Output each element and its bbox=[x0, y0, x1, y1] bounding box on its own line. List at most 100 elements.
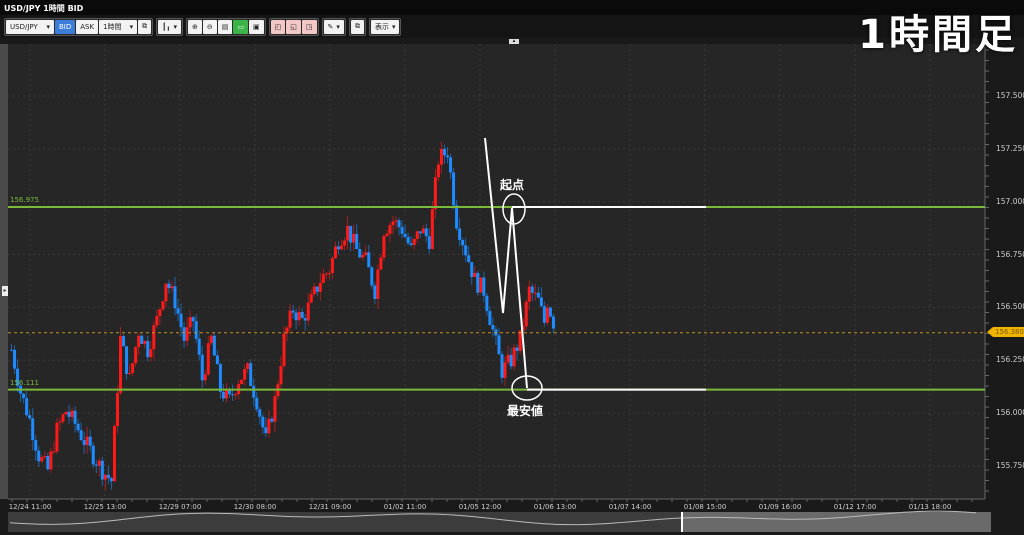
symbol-group: USD/JPY ▾ BID ASK 1時間 ▾ ⧉ bbox=[4, 17, 154, 36]
candle-body bbox=[152, 325, 156, 350]
y-tick-label: 156.000 bbox=[996, 408, 1024, 418]
candle-body bbox=[194, 321, 198, 339]
level-label-upper: 156.975 bbox=[10, 196, 39, 204]
candle-body bbox=[491, 325, 495, 330]
candle-body bbox=[337, 246, 340, 250]
y-tick-label: 157.250 bbox=[996, 143, 1024, 153]
candle-body bbox=[215, 355, 219, 365]
candle-body bbox=[191, 317, 195, 322]
delete-drawing-icon[interactable]: ◳ bbox=[301, 19, 317, 34]
chevron-down-icon: ▾ bbox=[391, 22, 396, 31]
new-window-icon[interactable]: ⧉ bbox=[350, 19, 364, 34]
x-tick-label: 01/09 16:00 bbox=[758, 503, 802, 511]
candle-body bbox=[212, 335, 216, 356]
candle-body bbox=[209, 335, 213, 344]
candle-body bbox=[182, 327, 186, 341]
candle-body bbox=[34, 439, 38, 451]
candle-body bbox=[485, 295, 489, 312]
link-icon[interactable]: ⧉ bbox=[138, 19, 152, 34]
candle-body bbox=[361, 254, 365, 258]
chevron-down-icon: ▾ bbox=[173, 22, 178, 31]
candle-body bbox=[170, 286, 174, 289]
candle-body bbox=[509, 354, 513, 367]
candle-body bbox=[103, 474, 107, 480]
symbol-select[interactable]: USD/JPY ▾ bbox=[6, 19, 54, 34]
candle-body bbox=[327, 272, 331, 274]
candle-body bbox=[412, 238, 416, 245]
candle-body bbox=[267, 418, 271, 434]
candle-body bbox=[330, 258, 334, 273]
candle-body bbox=[106, 474, 110, 479]
zoom-group: ⊕ ⊖ ▤ ▭ ▣ bbox=[186, 17, 266, 36]
candle-body bbox=[112, 425, 116, 482]
candle-body bbox=[497, 335, 501, 355]
candle-body bbox=[246, 363, 250, 370]
price-chart[interactable] bbox=[0, 38, 1024, 535]
candle-body bbox=[391, 221, 395, 226]
display-menu-button[interactable]: 表示 ▾ bbox=[370, 19, 400, 34]
x-tick-label: 12/24 11:00 bbox=[8, 503, 52, 511]
timeframe-select[interactable]: 1時間 ▾ bbox=[99, 19, 138, 34]
candle-body bbox=[340, 245, 344, 250]
y-tick-label: 157.000 bbox=[996, 196, 1024, 206]
zoom-in-icon[interactable]: ⊕ bbox=[188, 19, 202, 34]
candle-body bbox=[506, 354, 510, 363]
candle-body bbox=[167, 283, 171, 289]
candle-body bbox=[228, 389, 231, 395]
add-drawing-icon[interactable]: ◰ bbox=[270, 19, 286, 34]
level-label-lower: 156.111 bbox=[10, 379, 39, 387]
drawing-group: ◰ ◱ ◳ bbox=[268, 17, 319, 36]
x-tick-label: 01/07 14:00 bbox=[608, 503, 652, 511]
candle-body bbox=[312, 286, 316, 295]
candle-body bbox=[13, 349, 17, 369]
candle-body bbox=[515, 347, 519, 351]
window-title: USD/JPY 1時間 BID bbox=[0, 0, 1024, 15]
pen-tool-button[interactable]: ✎ ▾ bbox=[323, 19, 344, 34]
candle-body bbox=[115, 392, 119, 426]
candle-body bbox=[218, 364, 222, 392]
candle-body bbox=[82, 439, 86, 445]
fit-icon[interactable]: ▭ bbox=[233, 19, 249, 34]
layout-icon[interactable]: ▤ bbox=[217, 19, 233, 34]
ask-button[interactable]: ASK bbox=[76, 19, 99, 34]
candle-body bbox=[542, 306, 546, 323]
candle-body bbox=[545, 307, 549, 323]
start-circle bbox=[502, 193, 526, 225]
candle-body bbox=[25, 398, 29, 416]
candle-body bbox=[512, 347, 516, 367]
candle-body bbox=[464, 245, 468, 256]
candle-body bbox=[303, 317, 307, 321]
wave-line bbox=[484, 137, 528, 389]
expand-panel-icon[interactable]: ▸ bbox=[2, 286, 8, 296]
candle-body bbox=[243, 369, 247, 380]
candle-body bbox=[458, 228, 462, 241]
candle-body bbox=[427, 236, 431, 249]
candle-body bbox=[97, 460, 101, 466]
edit-drawing-icon[interactable]: ◱ bbox=[286, 19, 301, 34]
candle-body bbox=[231, 394, 235, 396]
candle-body bbox=[394, 220, 398, 222]
collapse-toolbar-icon[interactable]: ▴ bbox=[509, 39, 519, 44]
scroll-end-icon[interactable]: ▣ bbox=[249, 19, 264, 34]
candle-body bbox=[85, 436, 89, 445]
candle-body bbox=[461, 240, 465, 246]
candle-body bbox=[349, 225, 353, 243]
candle-body bbox=[382, 235, 386, 258]
candle-body bbox=[548, 307, 552, 317]
display-label: 表示 bbox=[374, 22, 389, 31]
candle-body bbox=[64, 411, 68, 415]
zoom-out-icon[interactable]: ⊖ bbox=[202, 19, 217, 34]
candle-body bbox=[58, 421, 62, 423]
candle-body bbox=[40, 457, 44, 462]
candle-body bbox=[409, 243, 413, 245]
candle-body bbox=[73, 410, 77, 424]
pen-group: ✎ ▾ bbox=[321, 17, 346, 36]
candle-body bbox=[503, 362, 507, 378]
candlestick-type-button[interactable]: ┃╻ ▾ bbox=[158, 19, 182, 34]
annotation-start: 起点 bbox=[500, 178, 525, 192]
navigator-handle bbox=[681, 512, 683, 532]
candle-body bbox=[221, 391, 225, 399]
candle-body bbox=[488, 311, 492, 326]
bid-button[interactable]: BID bbox=[55, 19, 76, 34]
candle-body bbox=[355, 233, 359, 249]
